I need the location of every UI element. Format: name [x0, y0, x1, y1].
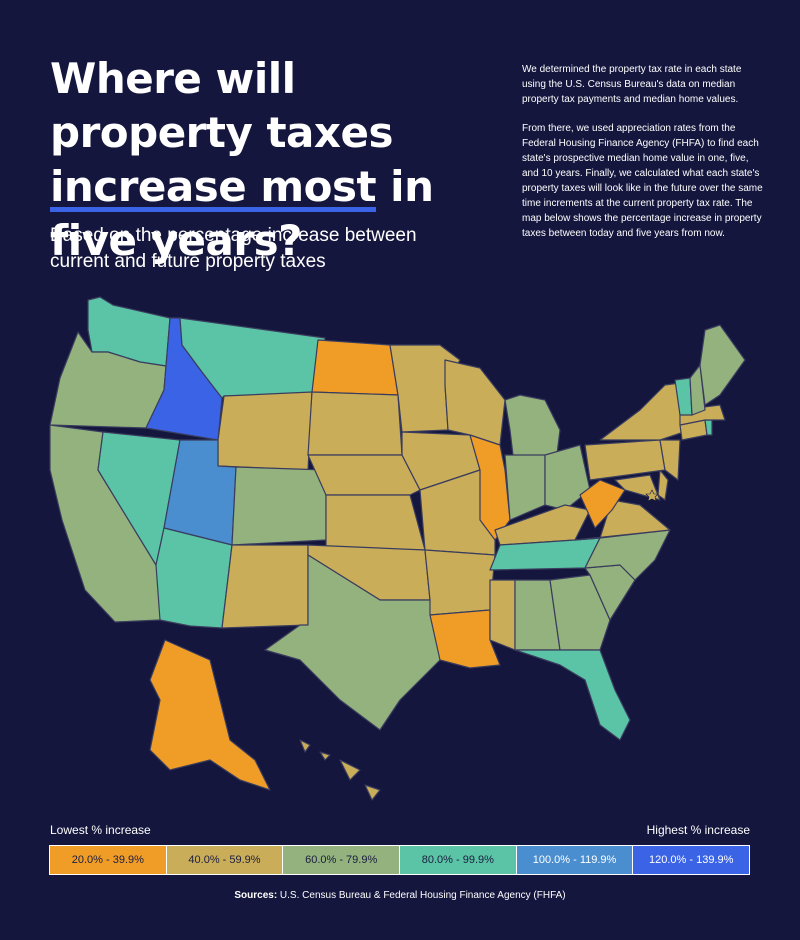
state-ar — [424, 549, 496, 616]
state-ak — [149, 639, 271, 791]
sources-note: Sources: U.S. Census Bureau & Federal Ho… — [0, 890, 800, 901]
state-wy — [217, 391, 313, 471]
state-hi — [299, 739, 381, 801]
state-nm — [221, 544, 309, 629]
state-de — [657, 469, 669, 501]
state-fl — [514, 649, 631, 741]
legend-bin-0: 20.0% - 39.9% — [49, 845, 167, 875]
legend-low-label: Lowest % increase — [50, 823, 151, 837]
state-nd — [311, 339, 399, 396]
state-nj — [659, 439, 681, 481]
state-ks — [325, 494, 426, 551]
state-wi — [444, 359, 506, 446]
methodology-paragraph-2: From there, we used appreciation rates f… — [522, 123, 763, 239]
methodology-text: We determined the property tax rate in e… — [522, 62, 767, 255]
legend-bin-3: 80.0% - 99.9% — [399, 845, 517, 875]
sources-text: U.S. Census Bureau & Federal Housing Fin… — [277, 890, 566, 901]
state-ms — [489, 579, 516, 651]
legend-bin-1: 40.0% - 59.9% — [165, 845, 284, 875]
title-text-2: in five years? — [50, 162, 434, 265]
state-az — [155, 527, 233, 629]
state-ga — [549, 574, 611, 651]
title-text-1: Where will property taxes — [50, 54, 393, 157]
state-tx — [264, 554, 441, 731]
legend: 20.0% - 39.9% 40.0% - 59.9% 60.0% - 79.9… — [49, 845, 751, 875]
state-me — [699, 324, 746, 406]
state-mi — [504, 394, 561, 473]
state-in — [504, 454, 546, 521]
state-va — [574, 499, 671, 541]
page-subtitle: Based on the percentage increase between… — [50, 225, 417, 272]
dc-star-icon — [645, 489, 659, 502]
state-ky — [494, 504, 591, 546]
us-map — [49, 296, 746, 801]
sources-label: Sources: — [234, 890, 278, 901]
state-pa — [584, 439, 666, 481]
page-title: Where will property taxes increase most … — [50, 52, 500, 268]
methodology-paragraph-1: We determined the property tax rate in e… — [522, 64, 742, 105]
legend-bin-2: 60.0% - 79.9% — [282, 845, 401, 875]
legend-high-label: Highest % increase — [646, 823, 750, 837]
state-ne — [307, 454, 421, 496]
title-highlight: increase most — [50, 162, 377, 211]
legend-bin-4: 100.0% - 119.9% — [515, 845, 634, 875]
state-oh — [544, 444, 591, 511]
state-sd — [307, 391, 403, 456]
state-co — [231, 466, 327, 546]
legend-bin-5: 120.0% - 139.9% — [632, 845, 751, 875]
state-wv — [579, 479, 626, 529]
